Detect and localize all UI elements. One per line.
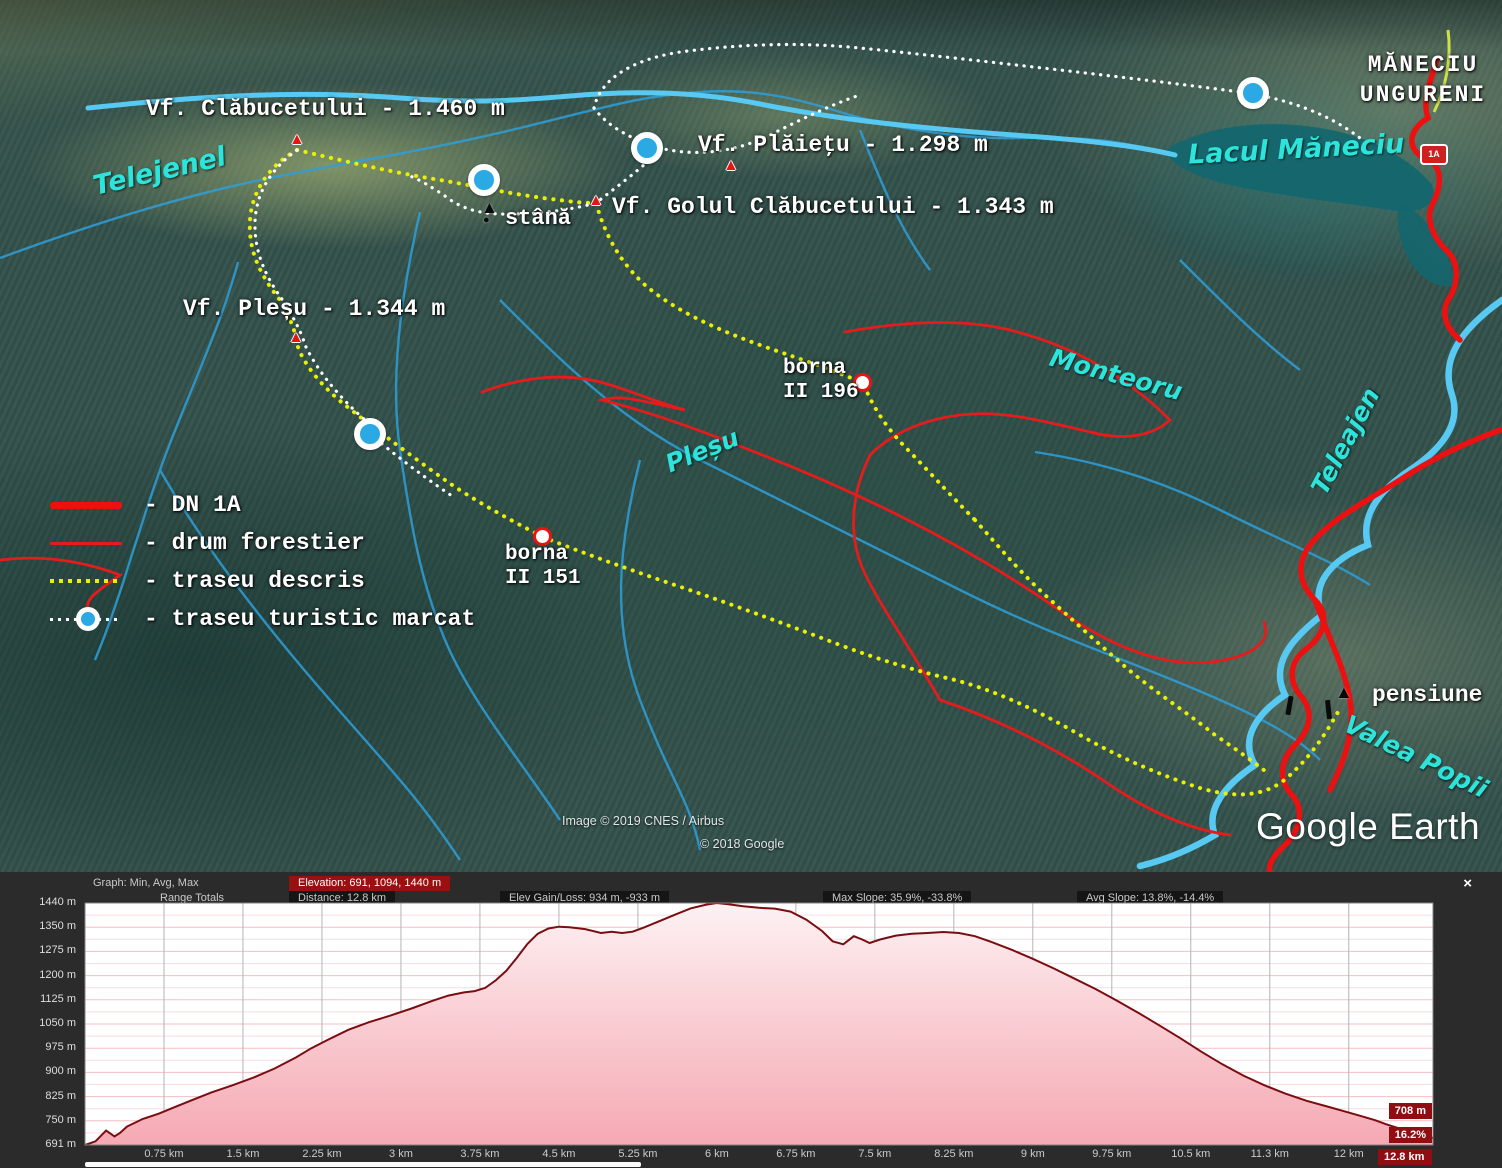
y-tick-label: 750 m (45, 1113, 76, 1126)
elevation-chart[interactable] (0, 872, 1502, 1168)
peak-triangle-icon: ▲ (588, 192, 604, 209)
legend-label: - traseu turistic marcat (144, 606, 476, 632)
stana-label: stână (505, 206, 572, 231)
x-tick-label: 0.75 km (144, 1148, 184, 1160)
legend-row-described-trail: - traseu descris (50, 562, 475, 600)
trail-marker-dot (76, 606, 100, 631)
graph-stats-label: Graph: Min, Avg, Max (93, 877, 199, 889)
y-tick-label: 1440 m (39, 896, 76, 908)
cursor-elevation-badge: 708 m (1388, 1103, 1432, 1119)
pensiune-icon: ▲ (1335, 682, 1353, 702)
described-trail-swatch (50, 579, 122, 583)
forest-road-line-swatch (50, 541, 122, 545)
x-tick-label: 4.5 km (542, 1148, 576, 1160)
x-tick-label: 1.5 km (226, 1148, 260, 1160)
borna-151-label: borna II 151 (505, 543, 581, 590)
lake-shape (1165, 124, 1434, 212)
peak-label-plesu: Vf. Pleșu - 1.344 m (183, 296, 446, 322)
map-viewport[interactable]: Vf. Clăbucetului - 1.460 m Vf. Plăieţu -… (0, 0, 1502, 872)
y-tick-label: 1200 m (39, 968, 76, 981)
marked-route-layer (253, 42, 1362, 500)
x-tick-label: 3.75 km (460, 1148, 500, 1160)
gain-loss-stat-chip: Elev Gain/Loss: 934 m, -933 m (500, 891, 670, 906)
peak-label-clabucetului: Vf. Clăbucetului - 1.460 m (146, 96, 505, 122)
legend-row-marked-trail: - traseu turistic marcat (50, 600, 475, 638)
x-tick-label: 10.5 km (1171, 1148, 1211, 1160)
roadside-accent (1432, 29, 1451, 113)
google-earth-logo: Google Earth (1256, 806, 1481, 847)
elevation-profile-panel: Graph: Min, Avg, Max Elevation: 691, 109… (0, 872, 1502, 1168)
y-tick-label: 1125 m (40, 992, 76, 1005)
stana-dot-icon: ● (483, 214, 490, 226)
map-overlay-graphics (0, 29, 1502, 872)
elevation-stat-chip: Elevation: 691, 1094, 1440 m (289, 876, 451, 891)
stana-icon: ▲ (481, 198, 498, 217)
peak-label-golul-clabucetului: Vf. Golul Clăbucetului - 1.343 m (612, 194, 1054, 220)
legend-label: - traseu descris (144, 568, 365, 594)
peak-triangle-icon: ▲ (288, 329, 304, 346)
y-tick-label: 825 m (45, 1089, 76, 1102)
road-shield: 1A (1420, 144, 1448, 165)
pensiune-label: pensiune (1372, 682, 1483, 708)
y-tick-label: 1350 m (39, 920, 76, 933)
trail-marker-dot (631, 132, 663, 164)
dn1a-road-layer (1266, 55, 1502, 872)
max-slope-stat-chip: Max Slope: 35.9%, -33.8% (823, 891, 972, 906)
y-tick-label: 1050 m (39, 1017, 76, 1029)
peak-triangle-icon: ▲ (289, 131, 305, 148)
x-tick-label: 12 km (1333, 1148, 1364, 1160)
x-tick-label: 11.3 km (1250, 1148, 1289, 1160)
town-label-maneciu-ungureni: MĂNECIU UNGURENI (1359, 52, 1487, 108)
x-tick-label: 9 km (1020, 1148, 1045, 1160)
close-icon[interactable]: × (1457, 875, 1478, 892)
y-tick-label: 1275 m (39, 944, 76, 957)
described-route-layer (247, 148, 1340, 797)
x-tick-label: 3 km (389, 1148, 413, 1160)
x-tick-label: 6.75 km (776, 1148, 816, 1160)
legend-label: - DN 1A (144, 492, 241, 518)
distance-stat-chip: Distance: 12.8 km (289, 891, 396, 906)
borna-196-marker (853, 373, 872, 392)
trail-marker-dot (468, 164, 500, 196)
y-tick-label: 900 m (45, 1065, 76, 1078)
x-tick-label: 9.75 km (1092, 1148, 1132, 1160)
scrollbar-thumb[interactable] (85, 1162, 641, 1167)
borna-196-label: borna II 196 (783, 357, 859, 404)
trail-marker-dot (354, 418, 386, 450)
y-tick-label: 975 m (45, 1041, 76, 1054)
range-totals-label: Range Totals (160, 892, 225, 904)
x-tick-label: 7.5 km (858, 1148, 892, 1160)
marked-trail-swatch (50, 606, 122, 631)
x-tick-label: 8.25 km (934, 1148, 974, 1160)
borna-151-marker (533, 527, 552, 546)
x-tick-label: 6 km (704, 1148, 729, 1160)
avg-slope-stat-chip: Avg Slope: 13.8%, -14.4% (1077, 891, 1224, 906)
x-tick-label: 12.8 km (1378, 1149, 1431, 1165)
map-legend: - DN 1A - drum forestier - traseu descri… (50, 486, 475, 638)
peak-label-plaietu: Vf. Plăieţu - 1.298 m (698, 132, 988, 158)
dn1a-line-swatch (50, 501, 122, 509)
x-tick-label: 5.25 km (618, 1148, 658, 1160)
legend-row-dn1a: - DN 1A (50, 486, 475, 524)
google-credit: © 2018 Google (700, 837, 785, 851)
y-tick-label: 691 m (45, 1138, 76, 1150)
forest-roads-layer (0, 321, 1267, 837)
imagery-credit: Image © 2019 CNES / Airbus (562, 814, 725, 828)
trail-marker-dot (1237, 77, 1269, 109)
lake-arm (1397, 200, 1455, 287)
legend-label: - drum forestier (144, 530, 365, 556)
legend-row-forest-road: - drum forestier (50, 524, 475, 562)
cursor-slope-badge: 16.2% (1388, 1127, 1432, 1143)
x-tick-label: 2.25 km (302, 1148, 342, 1160)
peak-triangle-icon: ▲ (723, 157, 739, 174)
